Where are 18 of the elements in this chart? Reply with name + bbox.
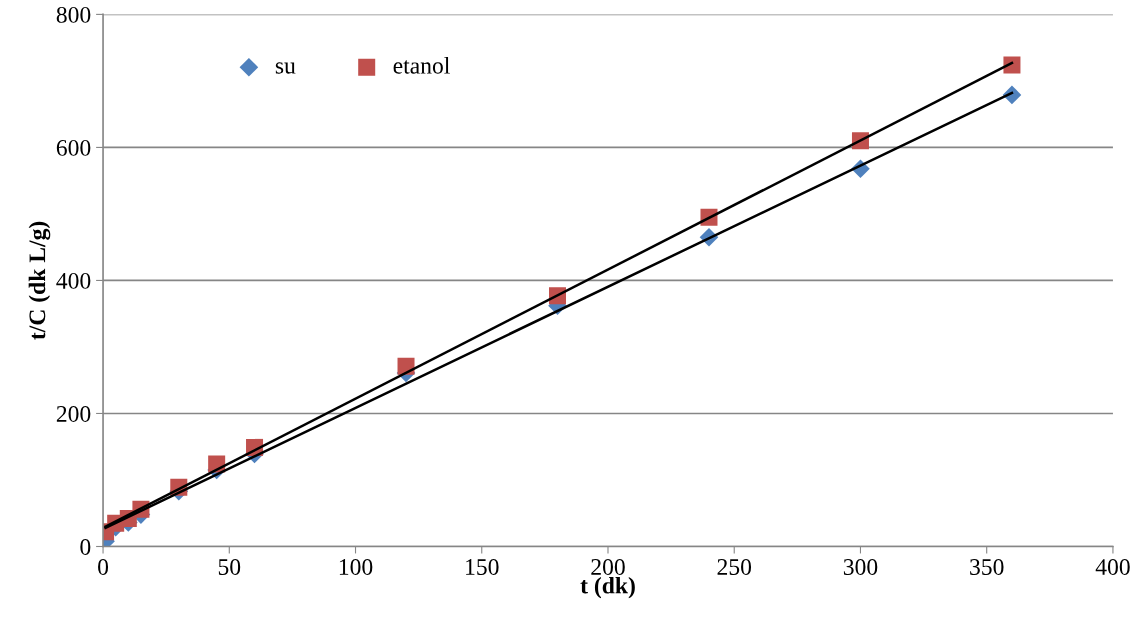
y-tick-label: 800 <box>56 6 91 23</box>
x-tick-label: 100 <box>339 558 373 575</box>
x-tick-label: 400 <box>1095 558 1130 575</box>
x-tick-label: 350 <box>970 558 1004 575</box>
y-tick-label: 200 <box>56 405 91 422</box>
y-tick-label: 600 <box>56 139 91 156</box>
x-tick-label: 200 <box>591 558 625 575</box>
x-axis-title: t (dk) <box>580 576 635 599</box>
x-tick-label: 0 <box>98 558 109 575</box>
x-tick-label: 250 <box>717 558 752 575</box>
x-tick-label: 150 <box>466 558 499 575</box>
legend-label: su <box>275 62 296 74</box>
y-tick-label: 400 <box>56 272 91 289</box>
legend-label: etanol <box>393 57 450 74</box>
x-tick-label: 50 <box>218 558 241 575</box>
y-axis-title: t/C (dk L/g) <box>28 221 51 340</box>
y-tick-label: 0 <box>80 538 91 555</box>
x-tick-label: 300 <box>843 558 878 575</box>
